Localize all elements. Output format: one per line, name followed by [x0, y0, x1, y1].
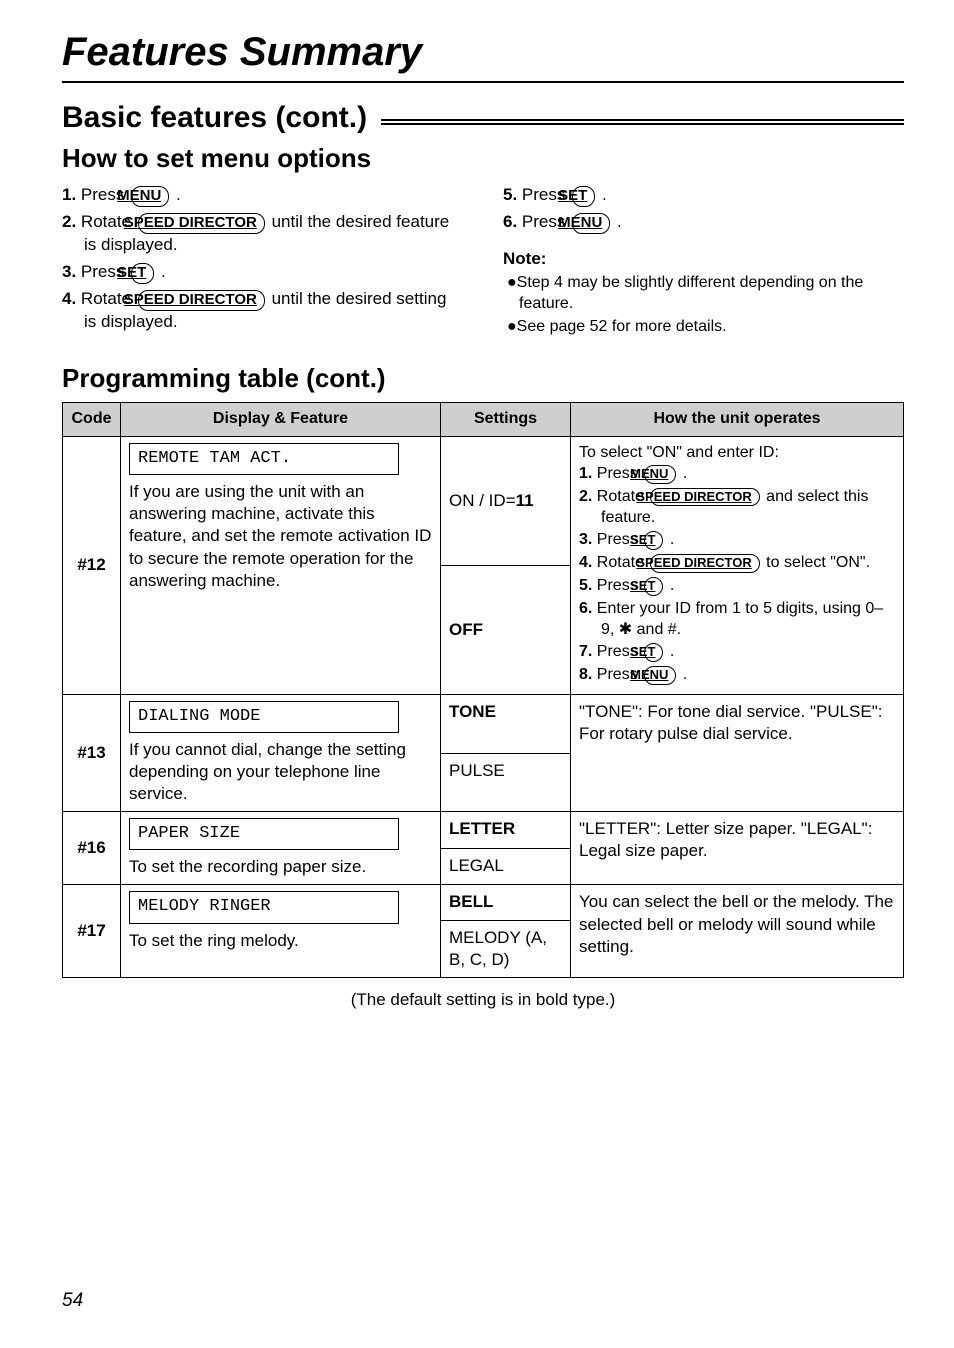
- table-row: #13 DIALING MODE If you cannot dial, cha…: [63, 694, 904, 753]
- feature-cell: DIALING MODE If you cannot dial, change …: [121, 694, 441, 811]
- default-note: (The default setting is in bold type.): [62, 990, 904, 1010]
- programming-heading: Programming table (cont.): [62, 363, 904, 394]
- col-header-code: Code: [63, 403, 121, 437]
- step-number: 1.: [62, 185, 76, 204]
- op-num: 1.: [579, 465, 592, 482]
- table-row: #16 PAPER SIZE To set the recording pape…: [63, 812, 904, 849]
- col-header-feature: Display & Feature: [121, 403, 441, 437]
- op-intro: To select "ON" and enter ID:: [579, 443, 895, 464]
- set-button-label: SET: [131, 263, 154, 284]
- table-row: #12 REMOTE TAM ACT. If you are using the…: [63, 437, 904, 566]
- display-box: REMOTE TAM ACT.: [129, 443, 399, 475]
- programming-table: Code Display & Feature Settings How the …: [62, 402, 904, 977]
- speed-director-button-label: SPEED DIRECTOR: [650, 554, 759, 573]
- code-cell: #13: [63, 694, 121, 811]
- note-bullet: ●See page 52 for more details.: [503, 317, 904, 338]
- feature-cell: PAPER SIZE To set the recording paper si…: [121, 812, 441, 885]
- code-cell: #17: [63, 885, 121, 977]
- note-bullet: ●Step 4 may be slightly different depend…: [503, 273, 904, 315]
- col-header-operates: How the unit operates: [571, 403, 904, 437]
- feature-description: If you are using the unit with an answer…: [129, 481, 432, 591]
- speed-director-button-label: SPEED DIRECTOR: [650, 488, 759, 507]
- feature-description: To set the ring melody.: [129, 930, 432, 952]
- setting-cell: MELODY (A, B, C, D): [441, 920, 571, 977]
- op-text: Enter your ID from 1 to 5 digits, using …: [597, 600, 883, 638]
- feature-description: If you cannot dial, change the setting d…: [129, 739, 432, 805]
- set-button-label: SET: [572, 186, 595, 207]
- setting-cell: LETTER: [441, 812, 571, 849]
- step-number: 2.: [62, 212, 76, 231]
- speed-director-button-label: SPEED DIRECTOR: [138, 290, 265, 311]
- op-text: to select "ON".: [762, 554, 870, 571]
- section-heading: Basic features (cont.): [62, 101, 381, 135]
- step-number: 3.: [62, 262, 76, 281]
- set-button-label: SET: [644, 643, 663, 662]
- op-num: 8.: [579, 666, 592, 683]
- speed-director-button-label: SPEED DIRECTOR: [138, 213, 265, 234]
- op-num: 2.: [579, 488, 592, 505]
- operates-cell: "LETTER": Letter size paper. "LEGAL": Le…: [571, 812, 904, 885]
- setting-cell: ON / ID=11: [441, 437, 571, 566]
- operates-cell: To select "ON" and enter ID: 1. Press ME…: [571, 437, 904, 695]
- table-row: #17 MELODY RINGER To set the ring melody…: [63, 885, 904, 920]
- page-number: 54: [62, 1290, 83, 1312]
- setting-value: 11: [516, 491, 534, 510]
- menu-button-label: MENU: [644, 666, 676, 685]
- table-header-row: Code Display & Feature Settings How the …: [63, 403, 904, 437]
- step-number: 6.: [503, 212, 517, 231]
- setting-cell: LEGAL: [441, 848, 571, 885]
- step-number: 4.: [62, 289, 76, 308]
- display-box: DIALING MODE: [129, 701, 399, 733]
- feature-description: To set the recording paper size.: [129, 856, 432, 878]
- operates-cell: You can select the bell or the melody. T…: [571, 885, 904, 977]
- step-number: 5.: [503, 185, 517, 204]
- set-button-label: SET: [644, 531, 663, 550]
- setting-prefix: ON / ID=: [449, 491, 516, 510]
- step-3: 3. Press SET .: [62, 261, 463, 284]
- step-4: 4. Rotate SPEED DIRECTOR until the desir…: [62, 288, 463, 334]
- setting-cell: TONE: [441, 694, 571, 753]
- menu-button-label: MENU: [131, 186, 169, 207]
- display-box: PAPER SIZE: [129, 818, 399, 850]
- left-column: 1. Press MENU . 2. Rotate SPEED DIRECTOR…: [62, 184, 463, 339]
- menu-button-label: MENU: [644, 465, 676, 484]
- set-button-label: SET: [644, 577, 663, 596]
- step-5: 5. Press SET .: [503, 184, 904, 207]
- col-header-settings: Settings: [441, 403, 571, 437]
- page-title: Features Summary: [62, 30, 904, 75]
- op-num: 5.: [579, 577, 592, 594]
- step-6: 6. Press MENU .: [503, 211, 904, 234]
- setting-cell: PULSE: [441, 753, 571, 812]
- note-label: Note:: [503, 248, 904, 271]
- title-rule: [62, 81, 904, 83]
- instructions-columns: 1. Press MENU . 2. Rotate SPEED DIRECTOR…: [62, 184, 904, 339]
- operates-cell: "TONE": For tone dial service. "PULSE": …: [571, 694, 904, 811]
- op-num: 7.: [579, 643, 592, 660]
- right-column: 5. Press SET . 6. Press MENU . Note: ●St…: [503, 184, 904, 339]
- step-1: 1. Press MENU .: [62, 184, 463, 207]
- feature-cell: REMOTE TAM ACT. If you are using the uni…: [121, 437, 441, 695]
- op-num: 4.: [579, 554, 592, 571]
- code-cell: #12: [63, 437, 121, 695]
- menu-button-label: MENU: [572, 213, 610, 234]
- setting-cell: BELL: [441, 885, 571, 920]
- op-num: 6.: [579, 600, 592, 617]
- step-2: 2. Rotate SPEED DIRECTOR until the desir…: [62, 211, 463, 257]
- op-num: 3.: [579, 531, 592, 548]
- display-box: MELODY RINGER: [129, 891, 399, 923]
- setting-cell: OFF: [441, 566, 571, 695]
- feature-cell: MELODY RINGER To set the ring melody.: [121, 885, 441, 977]
- code-cell: #16: [63, 812, 121, 885]
- section-heading-wrap: Basic features (cont.): [62, 101, 904, 135]
- sub-heading: How to set menu options: [62, 143, 904, 174]
